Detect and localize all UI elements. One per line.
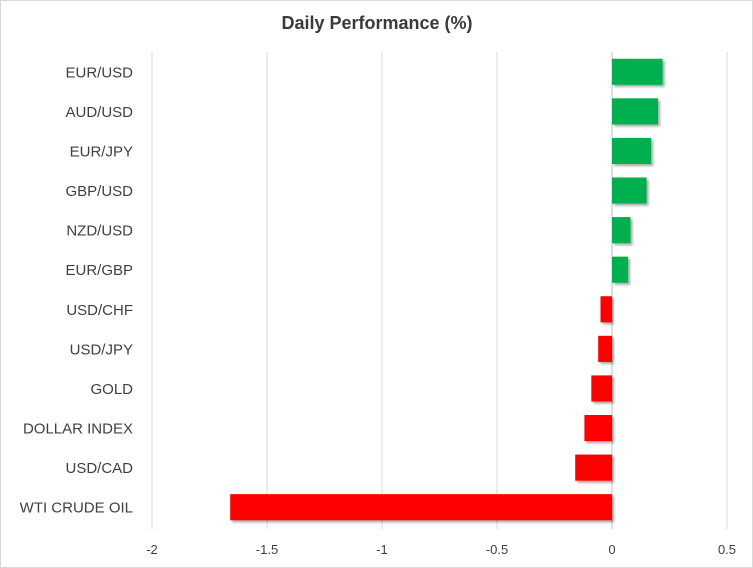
category-label: EUR/GBP	[65, 262, 133, 279]
category-label: GBP/USD	[65, 183, 133, 200]
bar	[575, 454, 612, 481]
bar	[612, 177, 647, 204]
x-tick-label: -1	[376, 542, 388, 557]
bar	[612, 256, 629, 283]
bars	[230, 58, 663, 521]
x-tick-label: 0.5	[718, 542, 736, 557]
x-tick-label: -0.5	[486, 542, 508, 557]
category-label: AUD/USD	[65, 104, 133, 121]
category-label: DOLLAR INDEX	[23, 421, 133, 438]
category-label: USD/CAD	[65, 460, 133, 477]
category-label: NZD/USD	[66, 223, 133, 240]
bar	[612, 217, 631, 244]
bar	[591, 375, 612, 402]
bar	[612, 98, 658, 125]
category-label: WTI CRUDE OIL	[20, 500, 133, 517]
chart-title: Daily Performance (%)	[281, 13, 472, 33]
bar	[584, 414, 612, 442]
category-label: GOLD	[90, 381, 133, 398]
x-tick-label: -2	[146, 542, 158, 557]
category-label: USD/JPY	[70, 341, 133, 358]
category-labels: EUR/USD AUD/USD EUR/JPY GBP/USD NZD/USD EUR/G…	[20, 64, 134, 516]
category-label: USD/CHF	[66, 302, 133, 319]
x-tick-label: 0	[608, 542, 615, 557]
category-label: EUR/JPY	[70, 143, 133, 160]
x-tick-label: -1.5	[256, 542, 278, 557]
gridlines	[151, 52, 728, 529]
bar	[598, 335, 612, 362]
bar	[612, 58, 663, 85]
category-label: EUR/USD	[65, 64, 133, 81]
bar	[612, 137, 652, 165]
bar	[600, 296, 612, 323]
bar	[230, 494, 612, 521]
x-tick-labels: -2 -1.5 -1 -0.5 0 0.5	[146, 542, 736, 557]
